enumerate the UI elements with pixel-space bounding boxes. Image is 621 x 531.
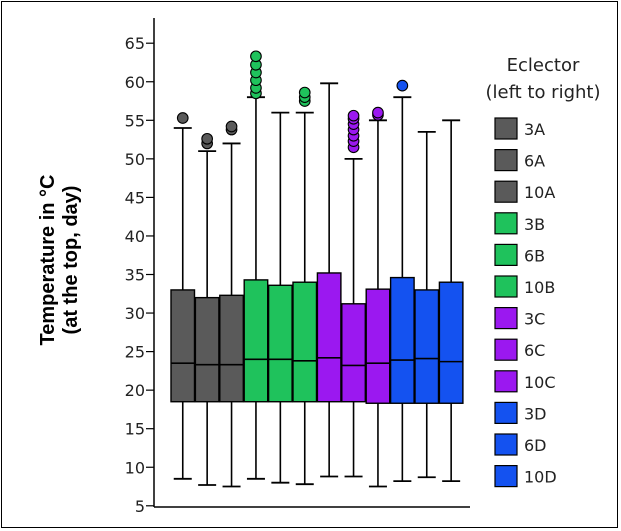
- y-tick-label: 50: [125, 150, 145, 169]
- box-10A: [219, 120, 245, 488]
- legend-swatch-6A: [494, 149, 518, 172]
- box-body: [316, 272, 342, 403]
- box-body: [219, 294, 245, 403]
- y-tick-label: 65: [125, 34, 145, 53]
- box-3C: [316, 82, 342, 478]
- box-6D: [414, 130, 440, 479]
- y-tick-label: 35: [125, 266, 145, 285]
- legend-label-10A: 10A: [524, 183, 555, 202]
- legend-swatch-3D: [494, 401, 518, 424]
- legend-title-line-1: Eclector: [507, 55, 580, 76]
- y-axis-label-line-1: Temperature in °C: [37, 175, 59, 346]
- box-6B: [267, 111, 293, 484]
- legend-label-3C: 3C: [524, 310, 545, 329]
- y-tick-label: 25: [125, 343, 145, 362]
- y-axis: 5 10 15 20 25 30 35 40 45 50 55 60 65: [125, 18, 470, 516]
- box-body: [438, 281, 464, 404]
- legend: Eclector (left to right) 3A6A10A3B6B10B3…: [485, 55, 601, 488]
- legend-label-6C: 6C: [524, 341, 545, 360]
- legend-label-6A: 6A: [524, 152, 545, 171]
- outlier-point: [372, 106, 384, 119]
- box-6C: [341, 109, 366, 478]
- y-tick-label: 30: [125, 304, 145, 323]
- outlier-point: [225, 120, 238, 133]
- y-tick-label: 20: [125, 381, 145, 400]
- legend-swatch-6C: [494, 338, 518, 361]
- outlier-point: [396, 79, 409, 92]
- legend-label-6D: 6D: [524, 436, 547, 455]
- y-tick-label: 45: [125, 188, 145, 207]
- legend-label-10D: 10D: [524, 468, 557, 487]
- box-body: [341, 303, 366, 403]
- y-tick-label: 60: [125, 73, 145, 92]
- box-body: [365, 288, 391, 404]
- outlier-point: [298, 86, 311, 99]
- legend-swatch-3C: [494, 307, 518, 330]
- box-3A: [170, 112, 196, 480]
- legend-swatch-10C: [494, 370, 518, 393]
- y-tick-label: 55: [125, 111, 145, 130]
- legend-title-line-2: (left to right): [485, 82, 600, 103]
- box-3B: [243, 50, 269, 480]
- legend-swatch-3A: [494, 117, 518, 140]
- outlier-point: [250, 50, 262, 63]
- boxplot-series: [170, 50, 464, 488]
- box-body: [389, 276, 415, 404]
- legend-swatch-6B: [494, 243, 518, 266]
- legend-swatch-10B: [494, 275, 518, 298]
- outlier-point: [176, 112, 189, 124]
- y-tick-label: 40: [125, 227, 145, 246]
- y-tick-label: 5: [135, 497, 145, 516]
- y-tick-label: 10: [125, 458, 145, 477]
- legend-label-3A: 3A: [524, 120, 545, 139]
- legend-swatch-3B: [494, 212, 518, 235]
- legend-items: 3A 6A 10A 3B 6B 10B 3C 6C 10C 3D 6D 10D: [494, 117, 557, 488]
- box-10C: [365, 106, 391, 488]
- legend-label-10B: 10B: [524, 278, 555, 297]
- box-10B: [292, 86, 318, 486]
- y-axis-label: Temperature in °C (at the top, day): [37, 175, 82, 346]
- box-body: [243, 279, 269, 403]
- box-10D: [438, 119, 464, 483]
- outlier-point: [201, 132, 213, 145]
- legend-label-6B: 6B: [524, 246, 545, 265]
- outlier-point: [347, 109, 360, 122]
- box-6A: [194, 132, 220, 486]
- legend-swatch-10D: [494, 465, 518, 488]
- box-body: [267, 284, 293, 403]
- box-body: [170, 289, 196, 403]
- y-tick-label: 15: [125, 420, 145, 439]
- box-body: [194, 296, 220, 403]
- box-3D: [389, 79, 415, 483]
- box-body: [292, 281, 318, 403]
- legend-label-10C: 10C: [524, 373, 556, 392]
- legend-label-3B: 3B: [524, 215, 545, 234]
- legend-swatch-6D: [494, 433, 518, 456]
- legend-swatch-10A: [494, 180, 518, 203]
- legend-label-3D: 3D: [524, 404, 547, 423]
- box-body: [414, 289, 440, 404]
- y-axis-label-line-2: (at the top, day): [60, 186, 82, 335]
